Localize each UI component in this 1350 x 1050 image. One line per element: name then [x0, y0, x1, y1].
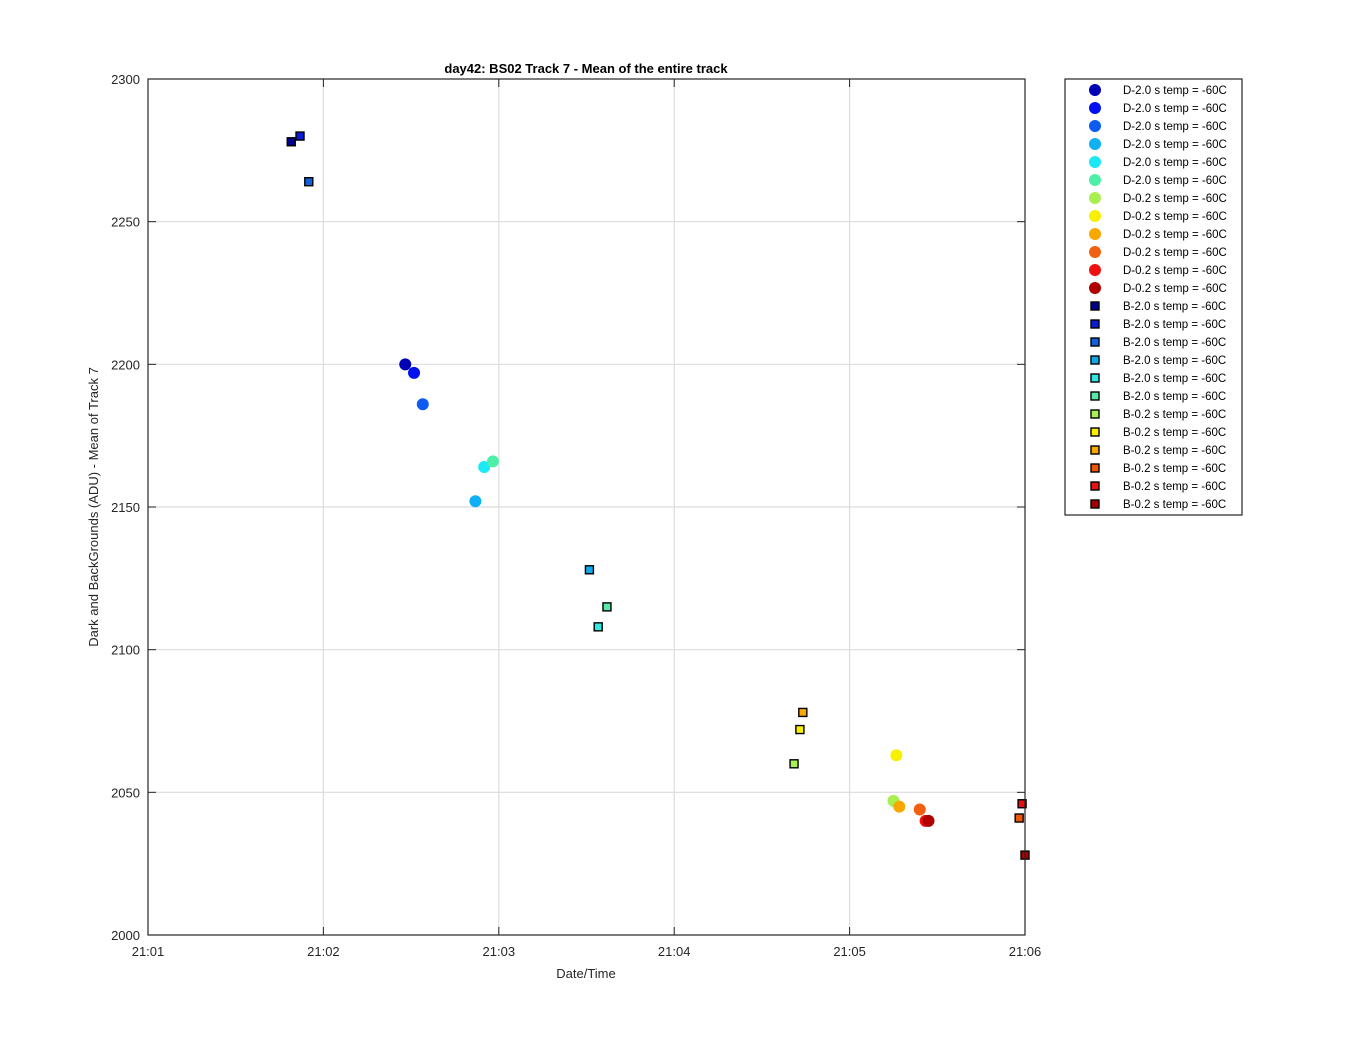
legend-entry-label: B-2.0 s temp = -60C [1123, 301, 1226, 313]
data-point-circle [469, 495, 482, 508]
x-tick-label: 21:01 [132, 944, 165, 959]
legend-entry-label: D-2.0 s temp = -60C [1123, 121, 1227, 133]
legend-marker-circle [1089, 210, 1101, 222]
legend-entry-label: D-2.0 s temp = -60C [1123, 175, 1227, 187]
legend-marker-square [1090, 373, 1100, 383]
y-tick-label: 2150 [111, 500, 140, 515]
data-point-square [584, 565, 595, 575]
legend-entry-label: D-2.0 s temp = -60C [1123, 85, 1227, 97]
x-tick-label: 21:04 [658, 944, 691, 959]
grid-lines [148, 79, 1025, 935]
legend-marker-circle [1089, 282, 1101, 294]
legend-entry-label: D-0.2 s temp = -60C [1123, 229, 1227, 241]
legend-marker-circle [1089, 120, 1101, 132]
legend-box [1064, 78, 1243, 516]
legend-entry-label: B-0.2 s temp = -60C [1123, 409, 1226, 421]
legend-marker-square [1090, 499, 1100, 509]
legend-marker-square [1090, 445, 1100, 455]
legend-marker-square [1090, 463, 1100, 473]
plot-frame [147, 78, 1026, 936]
legend-entry-label: B-0.2 s temp = -60C [1123, 427, 1226, 439]
legend-marker-circle [1089, 138, 1101, 150]
legend-marker-circle [1089, 156, 1101, 168]
y-tick-label: 2300 [111, 72, 140, 87]
x-tick-label: 21:05 [833, 944, 866, 959]
data-point-circle [399, 358, 412, 371]
data-point-square [295, 131, 305, 141]
data-points [286, 131, 1030, 860]
data-point-square [593, 622, 603, 632]
legend-marker-circle [1089, 102, 1101, 114]
legend-marker-square [1090, 301, 1100, 311]
y-tick-label: 2100 [111, 643, 140, 658]
legend-marker-square [1090, 409, 1100, 419]
legend-marker-square [1090, 337, 1100, 347]
data-point-circle [416, 398, 429, 411]
data-point-square [304, 177, 314, 187]
legend-entry-label: D-0.2 s temp = -60C [1123, 211, 1227, 223]
legend-entry-label: B-2.0 s temp = -60C [1123, 319, 1226, 331]
legend-entry-label: B-2.0 s temp = -60C [1123, 391, 1226, 403]
legend-marker-circle [1089, 84, 1101, 96]
legend-entry-label: D-2.0 s temp = -60C [1123, 157, 1227, 169]
y-tick-label: 2250 [111, 215, 140, 230]
legend-entry-label: D-2.0 s temp = -60C [1123, 103, 1227, 115]
data-point-circle [478, 461, 491, 474]
y-tick-label: 2200 [111, 357, 140, 372]
legend-entry-label: D-0.2 s temp = -60C [1123, 193, 1227, 205]
x-tick-label: 21:06 [1009, 944, 1042, 959]
data-point-circle [893, 800, 906, 813]
legend-marker-circle [1089, 174, 1101, 186]
y-tick-label: 2000 [111, 928, 140, 943]
y-axis-label: Dark and BackGrounds (ADU) - Mean of Tra… [86, 367, 101, 647]
data-point-circle [890, 749, 903, 762]
legend-entry-label: B-2.0 s temp = -60C [1123, 355, 1226, 367]
legend-entry-label: B-0.2 s temp = -60C [1123, 481, 1226, 493]
data-point-square [602, 602, 612, 612]
legend-marker-square [1090, 481, 1100, 491]
data-point-square [286, 137, 296, 147]
legend-entry-label: B-0.2 s temp = -60C [1123, 463, 1226, 475]
legend-marker-square [1090, 427, 1100, 437]
axis-ticks: 21:01 21:02 21:03 21:04 21:05 21:06 2000 2050 21… [111, 72, 1041, 959]
x-tick-label: 21:02 [307, 944, 340, 959]
legend-entry-label: D-0.2 s temp = -60C [1123, 283, 1227, 295]
legend-marker-circle [1089, 246, 1101, 258]
x-tick-label: 21:03 [483, 944, 516, 959]
legend-entry-label: B-0.2 s temp = -60C [1123, 499, 1226, 511]
chart-title: day42: BS02 Track 7 - Mean of the entire… [444, 61, 728, 76]
x-axis-label: Date/Time [556, 966, 615, 981]
legend-marker-circle [1089, 192, 1101, 204]
data-point-square [798, 707, 808, 718]
data-point-circle [486, 455, 499, 468]
legend-marker-square [1090, 319, 1100, 329]
legend-entry-label: D-0.2 s temp = -60C [1123, 265, 1227, 277]
legend-marker-circle [1089, 228, 1101, 240]
data-point-square [795, 724, 805, 735]
legend: D-2.0 s temp = -60C D-2.0 s temp = -60C D-… [1064, 78, 1243, 516]
y-tick-label: 2050 [111, 785, 140, 800]
legend-marker-square [1090, 355, 1100, 365]
legend-entry-label: D-0.2 s temp = -60C [1123, 247, 1227, 259]
legend-entry-label: B-0.2 s temp = -60C [1123, 445, 1226, 457]
data-point-square [1014, 813, 1024, 823]
data-point-square [1017, 799, 1027, 809]
legend-marker-square [1090, 391, 1100, 401]
data-point-square [789, 759, 799, 769]
data-point-circle [408, 366, 421, 379]
legend-entry-label: B-2.0 s temp = -60C [1123, 337, 1226, 349]
legend-entry-label: B-2.0 s temp = -60C [1123, 373, 1226, 385]
data-point-circle [913, 803, 926, 816]
data-point-circle [922, 814, 935, 827]
legend-entry-label: D-2.0 s temp = -60C [1123, 139, 1227, 151]
legend-marker-circle [1089, 264, 1101, 276]
